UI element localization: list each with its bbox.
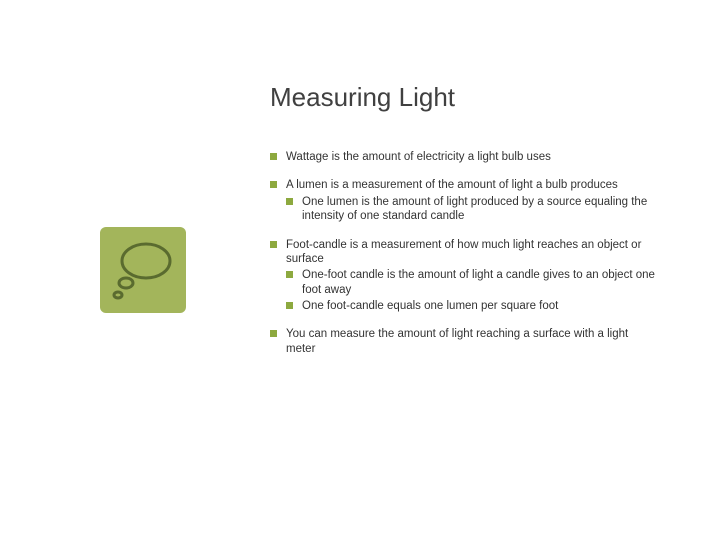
bullet-text: One lumen is the amount of light produce… xyxy=(302,196,647,222)
bullet-text: You can measure the amount of light reac… xyxy=(286,328,628,354)
list-item: One-foot candle is the amount of light a… xyxy=(286,268,660,297)
list-item: You can measure the amount of light reac… xyxy=(270,327,660,356)
bullet-text: A lumen is a measurement of the amount o… xyxy=(286,179,618,191)
list-item: Foot-candle is a measurement of how much… xyxy=(270,238,660,314)
thought-bubble-icon xyxy=(100,227,186,313)
list-item: One lumen is the amount of light produce… xyxy=(286,195,660,224)
bullet-text: Foot-candle is a measurement of how much… xyxy=(286,239,641,265)
bullet-text: One foot-candle equals one lumen per squ… xyxy=(302,300,558,312)
bullet-text: Wattage is the amount of electricity a l… xyxy=(286,151,551,163)
list-item: A lumen is a measurement of the amount o… xyxy=(270,178,660,223)
sub-list: One lumen is the amount of light produce… xyxy=(286,195,660,224)
bullet-list: Wattage is the amount of electricity a l… xyxy=(270,150,660,356)
list-item: Wattage is the amount of electricity a l… xyxy=(270,150,660,164)
bullet-text: One-foot candle is the amount of light a… xyxy=(302,269,655,295)
slide-title: Measuring Light xyxy=(270,82,455,113)
slide: Measuring Light Wattage is the amount of… xyxy=(0,0,720,540)
list-item: One foot-candle equals one lumen per squ… xyxy=(286,299,660,313)
content-area: Wattage is the amount of electricity a l… xyxy=(270,150,660,370)
sub-list: One-foot candle is the amount of light a… xyxy=(286,268,660,313)
